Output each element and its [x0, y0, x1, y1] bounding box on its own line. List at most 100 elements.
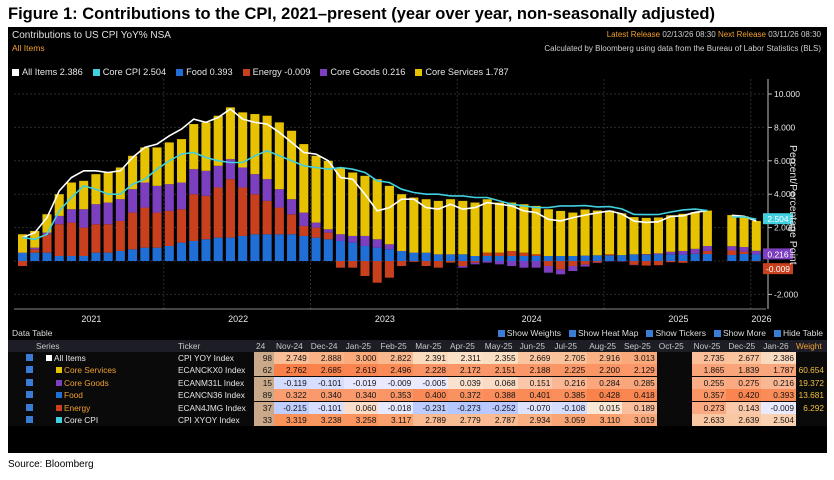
column-header[interactable]: Series [36, 341, 60, 351]
bar-segment [543, 255, 553, 261]
column-header[interactable]: Apr-25 [450, 341, 475, 351]
toggle-label: Show More [722, 328, 766, 338]
bar-segment [128, 155, 138, 190]
bar-segment [397, 194, 407, 251]
bar-segment [18, 234, 28, 253]
row-weight [796, 352, 826, 364]
row-ticker[interactable]: ECANCKX0 Index [178, 365, 246, 376]
legend-item[interactable]: Core Goods 0.216 [320, 67, 405, 77]
table-cell: 2.225 [552, 364, 588, 377]
bar-segment [384, 249, 394, 261]
bar-segment [617, 213, 627, 256]
bar-segment [494, 202, 505, 253]
row-ticker[interactable]: ECANCN36 Index [178, 390, 245, 401]
bar-segment [225, 159, 235, 180]
table-cell: 0.068 [482, 376, 518, 389]
bar-segment [189, 194, 199, 241]
bar-segment [531, 254, 541, 256]
bar-segment [176, 139, 187, 183]
bar-segment [152, 247, 162, 261]
bar-segment [140, 207, 150, 248]
row-checkbox-icon[interactable] [26, 403, 33, 411]
table-cell: 2.172 [448, 364, 483, 377]
bar-segment [702, 250, 712, 255]
column-header[interactable]: Feb-25 [380, 341, 407, 351]
row-checkbox-icon[interactable] [26, 366, 33, 374]
table-cell: 0.060 [343, 401, 379, 414]
bar-segment [189, 124, 199, 170]
bar-segment [42, 234, 52, 253]
bar-segment [225, 107, 235, 160]
table-toggle[interactable]: Show Weights [497, 328, 561, 338]
row-checkbox-icon[interactable] [26, 378, 33, 386]
legend-item[interactable]: All Items 2.386 [12, 67, 83, 77]
bar-segment [580, 255, 590, 261]
legend-item[interactable]: Core Services 1.787 [415, 67, 509, 77]
column-header[interactable]: Jan-25 [345, 341, 371, 351]
column-header[interactable]: Jan-26 [763, 341, 789, 351]
column-header[interactable]: Jul-25 [554, 341, 577, 351]
bar-segment [79, 227, 89, 256]
table-row[interactable]: Core Goods ECANM31L Index 15 -0.119 -0.101 -0… [8, 376, 827, 390]
bar-segment [494, 255, 505, 261]
row-ticker[interactable]: ECANM31L Index [178, 377, 245, 388]
checkbox-icon [646, 330, 654, 338]
table-cell: -0.108 [552, 401, 588, 414]
column-header[interactable]: Oct-25 [658, 341, 684, 351]
bar-segment [201, 195, 211, 240]
table-cell: 0.015 [587, 401, 622, 414]
bar-segment [678, 250, 688, 255]
column-header[interactable]: Nov-25 [693, 341, 721, 351]
toggle-label: Show Heat Map [577, 328, 639, 338]
column-header[interactable]: 24 [256, 341, 266, 351]
bar-segment [458, 261, 468, 267]
bar-segment [605, 210, 615, 255]
table-toggle[interactable]: Hide Table [773, 328, 823, 338]
end-label: 2.504 [767, 214, 789, 224]
bloomberg-chart-panel: 10.000 8.000 6.000 4.000 2.000 -2.000 2021 202… [8, 27, 827, 453]
bar-segment [287, 130, 297, 200]
legend-item[interactable]: Food 0.393 [176, 67, 233, 77]
bar-segment [433, 254, 443, 261]
table-row[interactable]: Food ECANCN36 Index 89 0.322 0.340 0.340 0.353… [8, 389, 827, 402]
bar-segment [507, 255, 517, 261]
column-header[interactable]: Weight [796, 341, 822, 351]
row-checkbox-icon[interactable] [26, 391, 33, 399]
table-cell [656, 364, 692, 377]
column-header[interactable]: Mar-25 [415, 341, 442, 351]
table-toggle[interactable]: Show Tickers [646, 328, 706, 338]
row-ticker[interactable]: CPI XYOY Index [178, 415, 240, 425]
table-row[interactable]: Core Services ECANCKX0 Index 62 2.762 2.685 2… [8, 364, 827, 377]
end-label-box [763, 263, 793, 275]
bar-segment [311, 222, 321, 228]
column-header[interactable]: Dec-25 [728, 341, 756, 351]
table-row[interactable]: All Items CPI YOY Index 98 2.749 2.888 3.000 2… [8, 352, 827, 365]
column-header[interactable]: Dec-24 [310, 341, 338, 351]
bar-segment [201, 239, 211, 261]
bar-segment [397, 261, 407, 267]
row-ticker[interactable]: ECAN4JMG Index [178, 402, 246, 413]
row-series-name: Core CPI [64, 415, 99, 425]
table-toggle[interactable]: Show Heat Map [568, 328, 639, 338]
row-checkbox-icon[interactable] [26, 354, 33, 361]
table-row[interactable]: Core CPI CPI XYOY Index 33 3.319 3.238 3.258 3… [8, 414, 827, 427]
table-toggle[interactable]: Show More [713, 328, 766, 338]
column-header[interactable]: May-25 [484, 341, 513, 351]
column-header[interactable]: Sep-25 [624, 341, 651, 351]
bar-segment [66, 255, 76, 261]
row-checkbox-icon[interactable] [26, 416, 33, 423]
bar-segment [91, 204, 101, 225]
column-header[interactable]: Nov-24 [276, 341, 303, 351]
table-row[interactable]: Energy ECAN4JMG Index 37 -0.215 -0.101 0.060-… [8, 401, 827, 414]
bar-segment [519, 204, 529, 253]
column-header[interactable]: Ticker [178, 341, 201, 351]
legend-item[interactable]: Energy -0.009 [242, 67, 310, 77]
row-ticker[interactable]: CPI YOY Index [178, 353, 234, 363]
column-header[interactable]: Aug-25 [589, 341, 616, 351]
column-header[interactable]: Jun-25 [519, 341, 545, 351]
row-color-swatch [56, 404, 62, 411]
table-cell: 2.386 [761, 352, 796, 364]
row-color-swatch [46, 355, 52, 361]
table-cell: -0.119 [274, 376, 309, 389]
legend-item[interactable]: Core CPI 2.504 [92, 67, 166, 77]
